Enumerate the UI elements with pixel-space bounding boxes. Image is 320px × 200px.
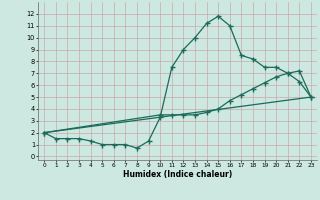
- X-axis label: Humidex (Indice chaleur): Humidex (Indice chaleur): [123, 170, 232, 179]
